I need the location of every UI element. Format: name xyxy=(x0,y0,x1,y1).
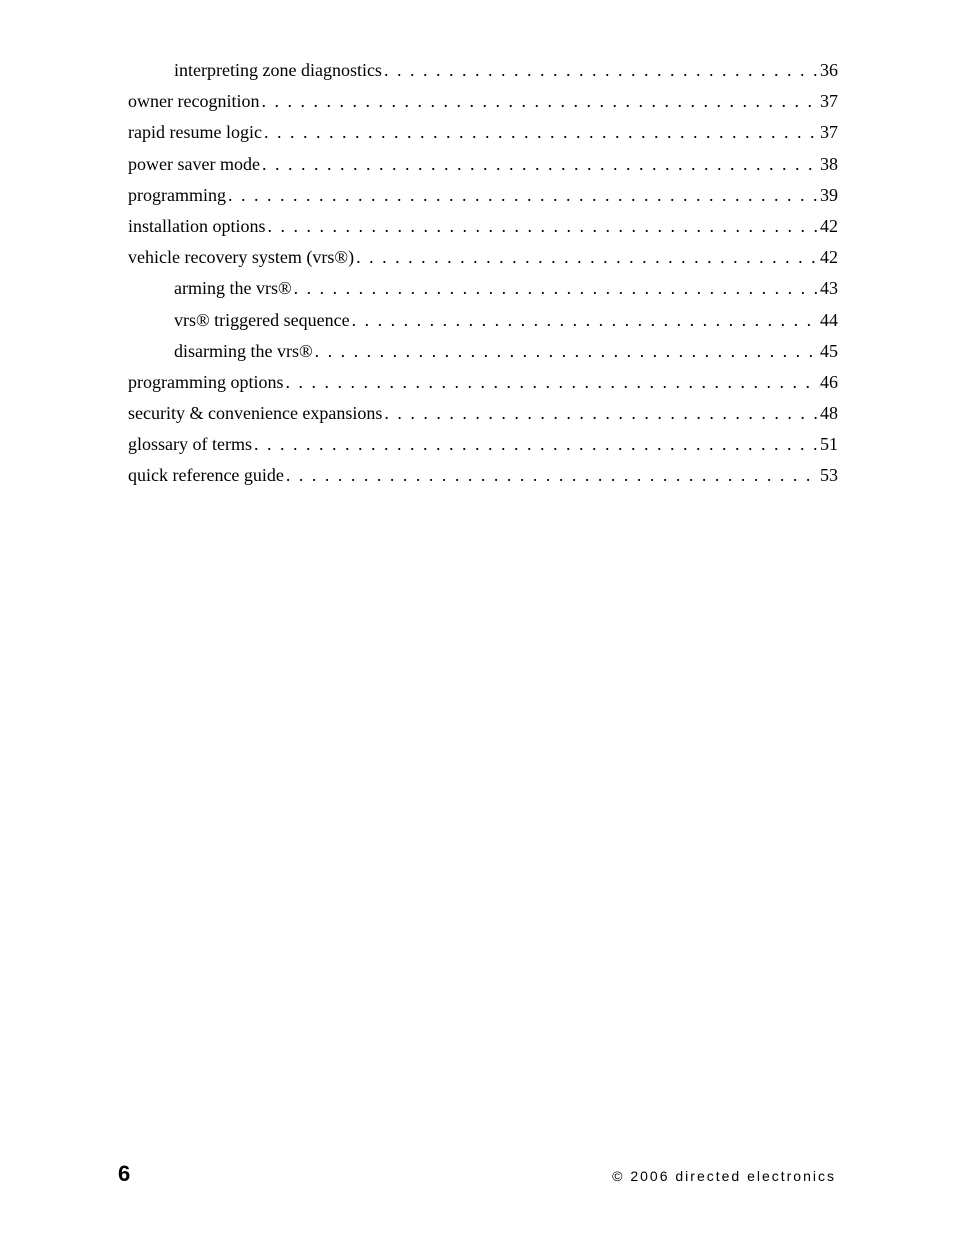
toc-entry: quick reference guide . . . . . . . . . … xyxy=(128,463,838,488)
page-footer: 6 © 2006 directed electronics xyxy=(118,1161,836,1187)
toc-entry: power saver mode . . . . . . . . . . . .… xyxy=(128,152,838,177)
toc-page: 42 xyxy=(820,245,838,270)
toc-title: security & convenience expansions xyxy=(128,401,382,426)
toc-page: 37 xyxy=(820,89,838,114)
toc-title: programming xyxy=(128,183,226,208)
toc-title: owner recognition xyxy=(128,89,259,114)
toc-entry: vehicle recovery system (vrs®) . . . . .… xyxy=(128,245,838,270)
toc-page: 37 xyxy=(820,120,838,145)
toc-page: 44 xyxy=(820,308,838,333)
toc-entry: arming the vrs® . . . . . . . . . . . . … xyxy=(128,276,838,301)
toc-title: vehicle recovery system (vrs®) xyxy=(128,245,354,270)
toc-dots: . . . . . . . . . . . . . . . . . . . . … xyxy=(252,432,820,457)
toc-entry: rapid resume logic . . . . . . . . . . .… xyxy=(128,120,838,145)
toc-page: 43 xyxy=(820,276,838,301)
toc-title: arming the vrs® xyxy=(174,276,292,301)
toc-page: 45 xyxy=(820,339,838,364)
toc-title: programming options xyxy=(128,370,284,395)
toc-entry: owner recognition . . . . . . . . . . . … xyxy=(128,89,838,114)
toc-dots: . . . . . . . . . . . . . . . . . . . . … xyxy=(350,308,820,333)
toc-page: 48 xyxy=(820,401,838,426)
toc-page: 39 xyxy=(820,183,838,208)
toc-page: 38 xyxy=(820,152,838,177)
toc-dots: . . . . . . . . . . . . . . . . . . . . … xyxy=(260,152,820,177)
toc-entry: programming . . . . . . . . . . . . . . … xyxy=(128,183,838,208)
toc-page: 42 xyxy=(820,214,838,239)
toc-title: vrs® triggered sequence xyxy=(174,308,350,333)
toc-dots: . . . . . . . . . . . . . . . . . . . . … xyxy=(292,276,820,301)
toc-page: 36 xyxy=(820,58,838,83)
toc-dots: . . . . . . . . . . . . . . . . . . . . … xyxy=(284,370,821,395)
toc-title: power saver mode xyxy=(128,152,260,177)
toc-entry: programming options . . . . . . . . . . … xyxy=(128,370,838,395)
toc-entry: vrs® triggered sequence . . . . . . . . … xyxy=(128,308,838,333)
toc-page: 46 xyxy=(820,370,838,395)
toc-title: quick reference guide xyxy=(128,463,284,488)
toc-page: 51 xyxy=(820,432,838,457)
toc-dots: . . . . . . . . . . . . . . . . . . . . … xyxy=(266,214,821,239)
toc-dots: . . . . . . . . . . . . . . . . . . . . … xyxy=(259,89,820,114)
toc-dots: . . . . . . . . . . . . . . . . . . . . … xyxy=(284,463,820,488)
toc-title: glossary of terms xyxy=(128,432,252,457)
toc-entry: interpreting zone diagnostics . . . . . … xyxy=(128,58,838,83)
toc-dots: . . . . . . . . . . . . . . . . . . . . … xyxy=(313,339,820,364)
toc-title: installation options xyxy=(128,214,266,239)
toc-content: interpreting zone diagnostics . . . . . … xyxy=(128,58,838,495)
toc-dots: . . . . . . . . . . . . . . . . . . . . … xyxy=(226,183,820,208)
toc-dots: . . . . . . . . . . . . . . . . . . . . … xyxy=(382,58,820,83)
toc-dots: . . . . . . . . . . . . . . . . . . . . … xyxy=(382,401,820,426)
toc-page: 53 xyxy=(820,463,838,488)
toc-title: rapid resume logic xyxy=(128,120,262,145)
toc-title: disarming the vrs® xyxy=(174,339,313,364)
page-number: 6 xyxy=(118,1161,130,1187)
toc-title: interpreting zone diagnostics xyxy=(174,58,382,83)
toc-dots: . . . . . . . . . . . . . . . . . . . . … xyxy=(262,120,820,145)
toc-entry: disarming the vrs® . . . . . . . . . . .… xyxy=(128,339,838,364)
toc-entry: installation options . . . . . . . . . .… xyxy=(128,214,838,239)
toc-entry: security & convenience expansions . . . … xyxy=(128,401,838,426)
copyright-text: © 2006 directed electronics xyxy=(612,1168,836,1184)
toc-entry: glossary of terms . . . . . . . . . . . … xyxy=(128,432,838,457)
toc-dots: . . . . . . . . . . . . . . . . . . . . … xyxy=(354,245,820,270)
